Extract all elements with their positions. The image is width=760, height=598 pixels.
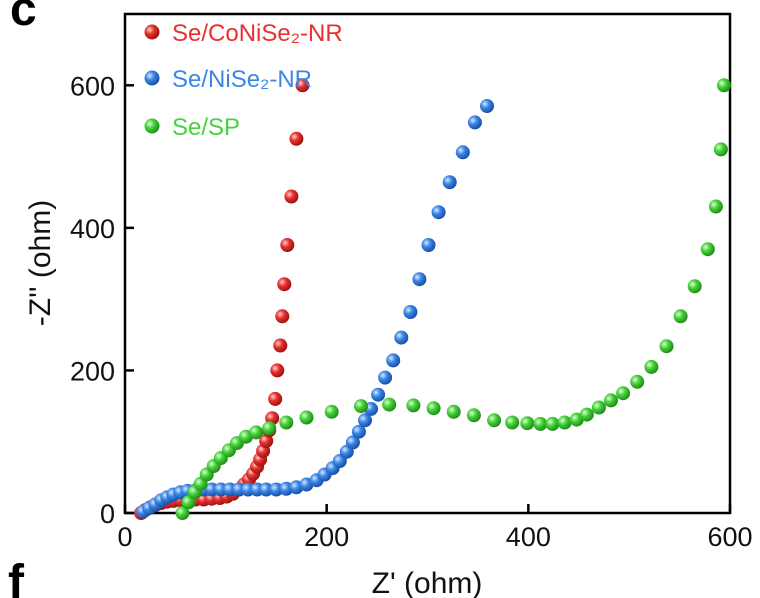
y-axis-ticks: 0 200 400 600 [70, 71, 134, 529]
data-point-series-2-0 [175, 506, 190, 520]
data-point-series-2-24 [533, 416, 548, 431]
data-point-series-1-37 [431, 205, 446, 220]
data-point-series-2-10 [249, 425, 264, 440]
data-point-series-1-35 [412, 272, 427, 287]
data-point-series-1-27 [351, 424, 366, 439]
data-point-series-2-18 [426, 401, 441, 416]
data-point-series-1-41 [480, 99, 494, 113]
legend: Se/CoNiSe₂-NR Se/NiSe₂-NR Se/SP [144, 20, 343, 141]
data-point-series-0-30 [280, 238, 295, 252]
x-axis-title: Z' (ohm) [372, 567, 483, 598]
data-point-series-2-40 [717, 78, 731, 93]
data-point-series-2-23 [520, 416, 535, 431]
data-point-series-1-30 [371, 387, 386, 402]
legend-label-2: Se/SP [172, 114, 240, 141]
y-axis-title: -Z'' (ohm) [24, 200, 57, 326]
data-point-series-2-21 [487, 413, 502, 428]
data-point-series-1-32 [386, 353, 401, 368]
data-point-series-2-33 [644, 359, 659, 374]
data-point-series-1-40 [467, 115, 482, 130]
data-point-series-0-25 [268, 391, 283, 406]
x-tick-label-1: 200 [304, 522, 349, 552]
data-point-series-1-16 [259, 482, 274, 497]
y-tick-label-0: 0 [100, 499, 115, 529]
panel-letter-c: c [10, 0, 37, 36]
x-tick-label-3: 600 [707, 522, 752, 552]
data-point-series-2-20 [466, 408, 481, 423]
data-point-series-2-15 [354, 399, 368, 414]
data-point-series-2-13 [299, 410, 314, 425]
data-point-series-2-30 [604, 393, 618, 408]
data-point-series-0-31 [284, 189, 299, 204]
data-point-series-2-1 [181, 495, 196, 510]
data-point-series-2-32 [630, 374, 645, 389]
data-point-series-2-14 [324, 404, 339, 419]
legend-marker-0 [144, 24, 160, 40]
data-point-series-2-29 [591, 400, 606, 415]
panel-letter-f: f [8, 556, 25, 598]
data-point-series-2-28 [579, 407, 594, 422]
data-point-series-2-31 [616, 386, 631, 401]
x-tick-label-0: 0 [117, 522, 132, 552]
data-point-series-2-25 [545, 416, 560, 431]
data-point-series-0-32 [289, 131, 304, 146]
data-point-series-1-38 [442, 175, 457, 190]
data-point-series-2-26 [557, 415, 572, 430]
data-point-series-0-26 [270, 363, 285, 378]
data-point-series-0-27 [273, 338, 288, 353]
data-point-series-2-38 [708, 199, 723, 214]
plot-frame [123, 12, 732, 515]
data-point-series-2-17 [406, 398, 421, 413]
legend-marker-1 [144, 70, 160, 86]
y-tick-label-3: 600 [70, 71, 115, 101]
data-point-series-1-17 [269, 482, 284, 497]
data-point-series-2-37 [700, 242, 715, 257]
data-point-series-2-16 [382, 397, 397, 412]
x-tick-label-2: 400 [506, 522, 551, 552]
data-point-series-0-29 [277, 277, 292, 292]
data-point-series-2-11 [262, 421, 277, 436]
data-point-series-2-34 [659, 339, 674, 354]
y-tick-label-1: 200 [70, 356, 115, 386]
data-point-series-0-33 [295, 78, 310, 93]
data-point-series-1-31 [378, 370, 393, 385]
data-point-series-1-34 [403, 305, 418, 319]
data-point-series-2-22 [505, 415, 520, 430]
legend-marker-2 [144, 118, 160, 134]
data-point-series-0-28 [275, 309, 290, 324]
legend-label-0: Se/CoNiSe₂-NR [172, 20, 343, 47]
x-axis-ticks: 0 200 400 600 [117, 504, 753, 552]
data-point-series-2-36 [687, 279, 702, 294]
data-point-series-2-39 [713, 142, 728, 157]
data-point-series-1-26 [345, 435, 360, 450]
y-tick-label-2: 400 [70, 214, 115, 244]
data-point-series-2-12 [279, 415, 294, 430]
data-point-series-2-35 [673, 309, 688, 324]
legend-label-1: Se/NiSe₂-NR [172, 66, 312, 93]
data-point-series-1-33 [394, 330, 409, 345]
data-point-series-1-28 [358, 413, 372, 428]
data-point-series-0-22 [259, 434, 274, 448]
data-point-series-2-19 [446, 404, 461, 419]
data-point-series-1-39 [455, 145, 470, 160]
data-point-series-1-36 [421, 238, 436, 252]
data-markers [134, 78, 731, 520]
